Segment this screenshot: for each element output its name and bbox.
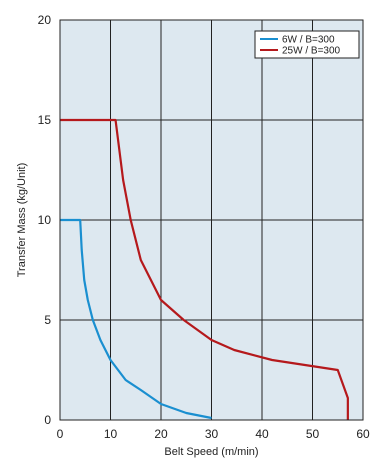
x-tick-label: 10 <box>104 427 118 441</box>
y-tick-label: 10 <box>38 213 52 227</box>
legend-box <box>254 30 360 59</box>
x-tick-label: 40 <box>255 427 269 441</box>
legend-label: 6W / B=300 <box>282 35 335 46</box>
legend-label: 25W / B=300 <box>282 46 341 57</box>
x-tick-label: 30 <box>205 427 219 441</box>
x-tick-labels: 0 10 20 30 40 50 60 <box>57 427 370 441</box>
y-axis-title: Transfer Mass (kg/Unit) <box>16 163 28 278</box>
series-line-1 <box>60 118 349 420</box>
series-layer <box>60 118 349 420</box>
plot-frame <box>59 19 364 421</box>
x-axis-title: Belt Speed (m/min) <box>164 446 258 458</box>
series-line-0 <box>60 218 212 420</box>
x-tick-label: 0 <box>57 427 64 441</box>
x-tick-label: 20 <box>154 427 168 441</box>
y-tick-label: 15 <box>38 113 52 127</box>
y-tick-label: 0 <box>44 413 51 427</box>
x-tick-label: 60 <box>356 427 370 441</box>
y-tick-label: 5 <box>44 313 51 327</box>
y-tick-label: 20 <box>38 13 52 27</box>
y-tick-labels: 0 5 10 15 20 <box>38 13 52 427</box>
x-tick-label: 50 <box>306 427 320 441</box>
